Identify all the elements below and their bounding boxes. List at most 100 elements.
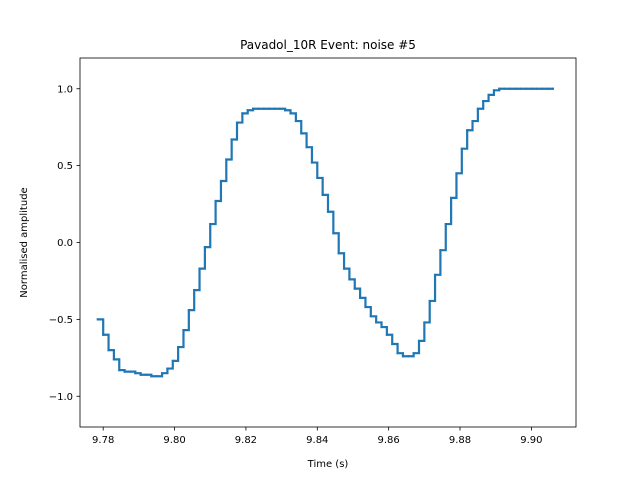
series-point	[450, 196, 453, 200]
series-point	[177, 345, 180, 349]
series-point	[273, 107, 276, 110]
series-point	[498, 87, 501, 90]
series-point	[524, 87, 528, 90]
series-point	[107, 349, 110, 352]
chart-title: Pavadol_10R Event: noise #5	[240, 38, 416, 52]
series-point	[514, 87, 517, 90]
series-point	[102, 333, 105, 336]
x-tick-label: 9.88	[449, 435, 471, 446]
series-point	[508, 87, 512, 90]
y-tick-label: 1.0	[57, 84, 73, 95]
series-point	[466, 129, 469, 132]
axes-frame	[79, 57, 577, 428]
series-point	[155, 375, 158, 378]
series-point	[171, 359, 174, 362]
series-point	[530, 87, 533, 90]
series-point	[364, 305, 367, 309]
series-point	[444, 222, 447, 226]
y-tick-label: −1.0	[49, 392, 73, 403]
series-point	[193, 289, 196, 292]
series-point	[182, 329, 185, 332]
series-point	[359, 296, 362, 299]
series-point	[209, 222, 212, 226]
series-point	[417, 339, 421, 342]
x-axis-label: Time (s)	[307, 459, 349, 470]
series-point	[460, 147, 463, 150]
series-point	[278, 107, 281, 110]
series-point	[310, 161, 314, 164]
series-point	[166, 367, 169, 370]
y-tick-label: 0.5	[57, 161, 73, 172]
series-point	[128, 370, 132, 373]
series-point	[294, 119, 297, 123]
series-point	[262, 107, 265, 110]
series-point	[134, 372, 137, 375]
y-axis-label: Normalised amplitude	[19, 187, 30, 297]
series-point	[187, 309, 190, 312]
series-point	[423, 321, 426, 324]
series-point	[219, 179, 223, 183]
x-axis-ticks: 9.78 9.80 9.82 9.84 9.86 9.88 9.90	[92, 427, 543, 446]
series-point	[541, 87, 544, 90]
y-tick-label: −0.5	[49, 315, 73, 326]
series-point	[433, 273, 437, 276]
series-point	[241, 112, 244, 115]
series-point	[342, 267, 346, 270]
series-point	[407, 355, 410, 358]
series-point	[482, 99, 485, 103]
series-point	[316, 176, 319, 180]
series-point	[139, 373, 142, 376]
series-point	[214, 199, 217, 203]
x-tick-label: 9.78	[92, 435, 114, 446]
series-layer	[96, 87, 554, 378]
series-point	[369, 315, 372, 318]
series-point	[144, 373, 148, 376]
series-point	[112, 358, 115, 361]
series-point	[203, 246, 206, 249]
series-point	[428, 299, 431, 303]
series-point	[353, 287, 356, 290]
series-point	[198, 267, 201, 270]
series-point	[305, 146, 308, 149]
series-point	[385, 333, 388, 336]
x-tick-label: 9.84	[306, 435, 328, 446]
series-point	[396, 352, 399, 355]
x-tick-label: 9.80	[163, 435, 185, 446]
x-tick-label: 9.86	[378, 435, 400, 446]
series-point	[321, 193, 324, 196]
series-point	[401, 355, 405, 358]
series-point	[225, 158, 228, 161]
series-point	[476, 107, 479, 110]
series-point	[503, 87, 506, 90]
series-point	[96, 318, 99, 321]
x-tick-label: 9.90	[520, 435, 542, 446]
series-point	[300, 132, 303, 135]
series-point	[439, 249, 442, 252]
series-point	[519, 87, 522, 90]
series-point	[326, 210, 330, 213]
series-point	[284, 109, 287, 112]
series-point	[471, 119, 474, 123]
y-axis-ticks: −1.0 −0.5 0.0 0.5 1.0	[49, 84, 80, 403]
series-point	[412, 352, 415, 355]
x-tick-label: 9.82	[235, 435, 257, 446]
series-point	[160, 372, 164, 375]
series-point	[150, 375, 153, 378]
series-point	[546, 87, 549, 90]
series-point	[123, 370, 126, 373]
series-point	[380, 325, 383, 329]
series-point	[235, 121, 239, 124]
series-point	[289, 112, 292, 115]
series-point	[391, 342, 394, 346]
series-point	[348, 278, 351, 281]
series-point	[246, 109, 249, 112]
series-point	[230, 138, 233, 141]
series-point	[118, 369, 121, 372]
series-point	[487, 93, 490, 96]
series-point	[332, 232, 335, 235]
series-point	[337, 252, 340, 255]
series-point	[492, 89, 496, 92]
series-point	[257, 107, 260, 110]
